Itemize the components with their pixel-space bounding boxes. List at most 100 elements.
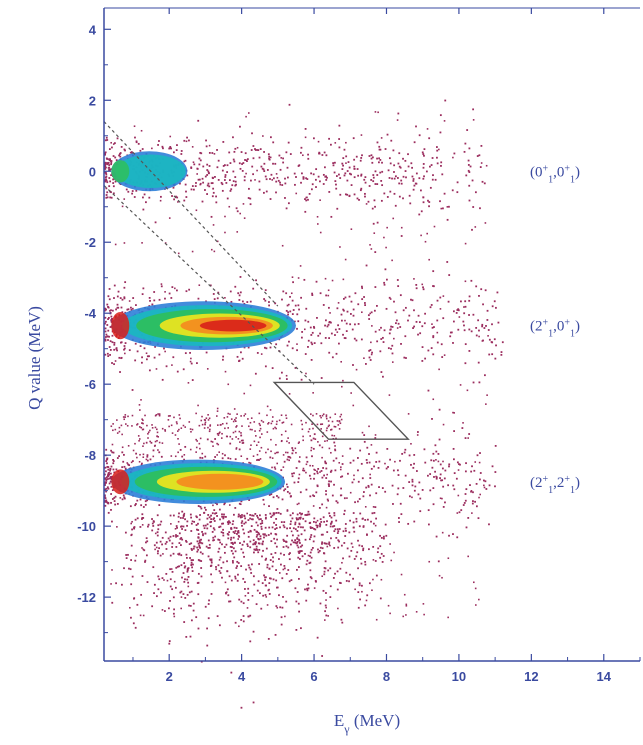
scatter-point	[298, 456, 301, 458]
background-point	[230, 542, 233, 544]
band-point	[248, 187, 250, 190]
band-point	[121, 311, 124, 314]
band-point	[119, 155, 122, 158]
scatter-point	[315, 413, 318, 415]
band-point	[381, 170, 384, 173]
background-point	[260, 353, 263, 355]
band-point	[233, 150, 236, 153]
continuum-point	[145, 541, 147, 544]
band-point	[241, 170, 244, 172]
continuum-point	[270, 516, 273, 518]
band-point	[372, 522, 375, 525]
band-point	[107, 305, 109, 308]
background-point	[258, 412, 261, 415]
band-point	[353, 165, 356, 168]
background-point	[135, 554, 137, 557]
continuum-point	[364, 519, 367, 521]
background-point	[155, 546, 158, 549]
scatter-point	[309, 464, 311, 467]
scatter-point	[118, 430, 121, 433]
continuum-point	[275, 605, 278, 607]
continuum-point	[319, 546, 322, 549]
continuum-point	[377, 547, 380, 550]
scatter-point	[331, 434, 333, 437]
band-point	[105, 173, 108, 176]
continuum-point	[192, 559, 194, 561]
continuum-point	[262, 540, 264, 543]
continuum-point	[196, 540, 199, 543]
band-point	[452, 320, 455, 323]
band-point	[447, 484, 450, 487]
continuum-point	[207, 514, 210, 516]
band-point	[249, 462, 252, 465]
band-point	[259, 518, 262, 520]
band-point	[383, 192, 386, 195]
background-point	[151, 424, 153, 426]
background-point	[360, 134, 363, 136]
background-point	[433, 225, 436, 228]
band-point	[175, 149, 178, 151]
background-point	[471, 512, 473, 514]
scatter-point	[326, 473, 328, 476]
band-point	[281, 498, 284, 501]
band-point	[376, 141, 379, 144]
scatter-point	[173, 416, 175, 419]
scatter-point	[316, 423, 319, 426]
band-point	[440, 161, 443, 164]
band-point	[251, 132, 253, 135]
scatter-point	[321, 414, 324, 417]
band-point	[284, 177, 286, 180]
background-point	[224, 296, 226, 299]
band-point	[252, 145, 255, 147]
continuum-point	[296, 530, 299, 532]
band-point	[112, 182, 115, 184]
band-point	[286, 344, 289, 347]
band-point	[105, 479, 108, 482]
continuum-point	[125, 554, 128, 556]
continuum-point	[305, 599, 308, 602]
band-point	[137, 142, 140, 145]
continuum-point	[151, 605, 154, 608]
band-point	[319, 292, 322, 295]
scatter-point	[156, 439, 158, 442]
band-point	[308, 192, 311, 195]
band-point	[132, 297, 135, 299]
band-point	[222, 141, 225, 143]
band-point	[286, 490, 289, 493]
scatter-point	[177, 437, 179, 440]
background-point	[474, 587, 477, 590]
background-point	[191, 250, 194, 253]
band-point	[294, 521, 297, 524]
background-point	[396, 327, 399, 329]
scatter-point	[224, 427, 226, 430]
band-point	[311, 455, 313, 458]
continuum-point	[197, 627, 200, 630]
band-point	[238, 294, 241, 297]
band-point	[436, 146, 438, 148]
continuum-point	[232, 561, 234, 564]
background-point	[124, 352, 126, 355]
band-point	[276, 508, 279, 510]
continuum-point	[185, 556, 188, 559]
background-point	[371, 589, 373, 592]
band-point	[392, 503, 394, 505]
band-point	[116, 295, 119, 298]
background-point	[330, 451, 332, 454]
background-point	[267, 448, 269, 451]
background-point	[407, 413, 410, 415]
band-point	[179, 182, 181, 185]
continuum-point	[329, 596, 332, 598]
band-point	[456, 461, 459, 464]
continuum-point	[289, 552, 291, 554]
band-point	[211, 176, 214, 179]
continuum-point	[279, 526, 281, 529]
continuum-point	[270, 540, 273, 543]
band-point	[104, 497, 107, 500]
continuum-point	[244, 517, 247, 520]
band-point	[122, 460, 125, 463]
band-point	[388, 157, 391, 160]
band-point	[107, 466, 110, 468]
band-point	[357, 469, 359, 472]
band-point	[117, 290, 120, 293]
